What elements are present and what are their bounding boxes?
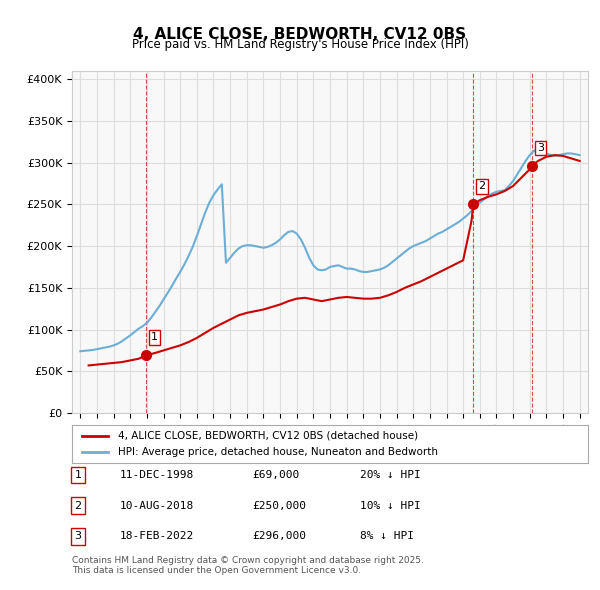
Text: 8% ↓ HPI: 8% ↓ HPI [360,532,414,541]
Text: 10-AUG-2018: 10-AUG-2018 [120,501,194,510]
Text: £69,000: £69,000 [252,470,299,480]
Text: 3: 3 [537,143,544,153]
Text: 18-FEB-2022: 18-FEB-2022 [120,532,194,541]
Text: 3: 3 [74,532,82,541]
Text: Price paid vs. HM Land Registry's House Price Index (HPI): Price paid vs. HM Land Registry's House … [131,38,469,51]
Text: £296,000: £296,000 [252,532,306,541]
Text: 11-DEC-1998: 11-DEC-1998 [120,470,194,480]
Text: 1: 1 [74,470,82,480]
Text: 4, ALICE CLOSE, BEDWORTH, CV12 0BS (detached house): 4, ALICE CLOSE, BEDWORTH, CV12 0BS (deta… [118,431,419,441]
Text: 1: 1 [151,332,158,342]
Text: 4, ALICE CLOSE, BEDWORTH, CV12 0BS: 4, ALICE CLOSE, BEDWORTH, CV12 0BS [133,27,467,41]
Text: 2: 2 [478,181,485,191]
Text: Contains HM Land Registry data © Crown copyright and database right 2025.
This d: Contains HM Land Registry data © Crown c… [72,556,424,575]
Text: 20% ↓ HPI: 20% ↓ HPI [360,470,421,480]
Text: 2: 2 [74,501,82,510]
Text: £250,000: £250,000 [252,501,306,510]
Text: 10% ↓ HPI: 10% ↓ HPI [360,501,421,510]
Text: HPI: Average price, detached house, Nuneaton and Bedworth: HPI: Average price, detached house, Nune… [118,447,439,457]
